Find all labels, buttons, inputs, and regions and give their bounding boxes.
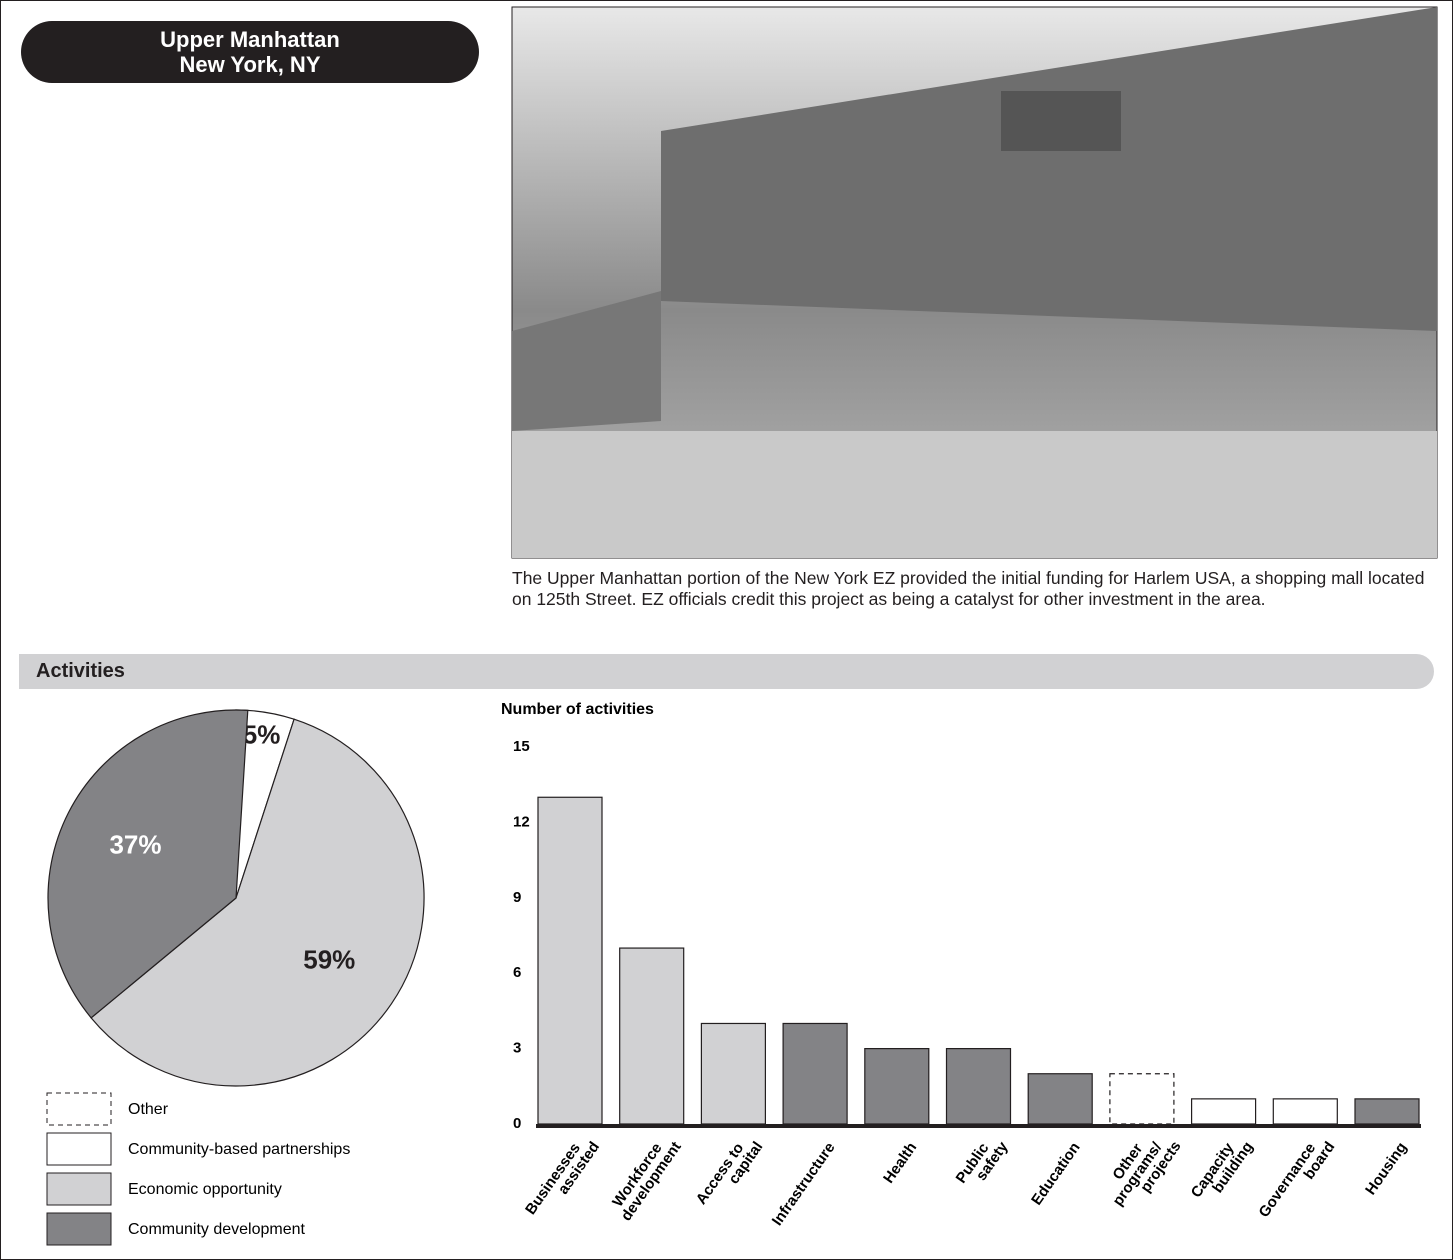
bar	[537, 796, 603, 1125]
legend-label: Economic opportunity	[128, 1181, 282, 1198]
pie-slice	[47, 709, 249, 1019]
photo	[511, 6, 1438, 559]
legend-swatch	[46, 1132, 112, 1166]
bar	[945, 1047, 1012, 1125]
photo-street	[512, 431, 1437, 558]
x-tick-line: Housing	[1362, 1139, 1410, 1198]
header-location: New York, NY	[179, 52, 321, 77]
header-pill: Upper Manhattan New York, NY	[21, 21, 479, 83]
x-tick-label: Publicsafety	[953, 1130, 1012, 1196]
section-heading: Activities	[19, 654, 1434, 689]
header-title: Upper Manhattan	[160, 27, 340, 52]
x-tick-label: Health	[880, 1139, 920, 1186]
bar	[700, 1022, 767, 1125]
bar	[1109, 1073, 1175, 1125]
y-tick-label: 12	[513, 813, 530, 830]
y-tick-label: 9	[513, 889, 521, 906]
pie-label: 59%	[303, 944, 355, 974]
photo-caption: The Upper Manhattan portion of the New Y…	[512, 568, 1425, 609]
pie-label: 37%	[109, 830, 161, 860]
x-tick-line: Infrastructure	[769, 1139, 839, 1229]
x-tick-label: Housing	[1362, 1139, 1410, 1198]
x-tick-label: Governanceboard	[1256, 1130, 1339, 1229]
pie-label: 5%	[243, 719, 281, 749]
y-tick-label: 0	[513, 1115, 521, 1132]
x-tick-label: Access tocapital	[693, 1130, 767, 1216]
x-tick-label: Businessesassisted	[522, 1130, 603, 1226]
bar	[1354, 1098, 1420, 1125]
x-tick-label: Infrastructure	[769, 1139, 839, 1229]
y-tick-label: 15	[513, 738, 530, 755]
bar	[1027, 1073, 1093, 1125]
x-tick-label: Workforcedevelopment	[605, 1130, 684, 1224]
bar	[1190, 1098, 1257, 1125]
x-tick-label: Capacitybuilding	[1188, 1130, 1257, 1209]
x-tick-line: Education	[1028, 1139, 1084, 1208]
x-tick-label: Otherprograms/projects	[1097, 1121, 1184, 1218]
y-tick-label: 6	[513, 964, 521, 981]
legend-swatch	[46, 1092, 112, 1126]
y-axis-title: Number of activities	[501, 701, 654, 718]
legend-label: Community development	[128, 1221, 306, 1238]
legend-swatch	[46, 1172, 112, 1206]
photo-buildings-left	[512, 291, 661, 431]
legend-swatch	[46, 1212, 112, 1246]
photo-building	[661, 7, 1437, 331]
bar	[1272, 1098, 1338, 1125]
photo-sign	[1001, 91, 1121, 151]
bar	[864, 1047, 930, 1125]
y-tick-label: 3	[513, 1040, 521, 1057]
x-tick-line: Health	[880, 1139, 920, 1186]
bar	[619, 947, 685, 1125]
bar	[782, 1022, 848, 1125]
legend-label: Community-based partnerships	[128, 1141, 350, 1158]
legend-label: Other	[128, 1101, 169, 1118]
pie-slice	[90, 718, 425, 1087]
x-tick-label: Education	[1028, 1139, 1084, 1208]
